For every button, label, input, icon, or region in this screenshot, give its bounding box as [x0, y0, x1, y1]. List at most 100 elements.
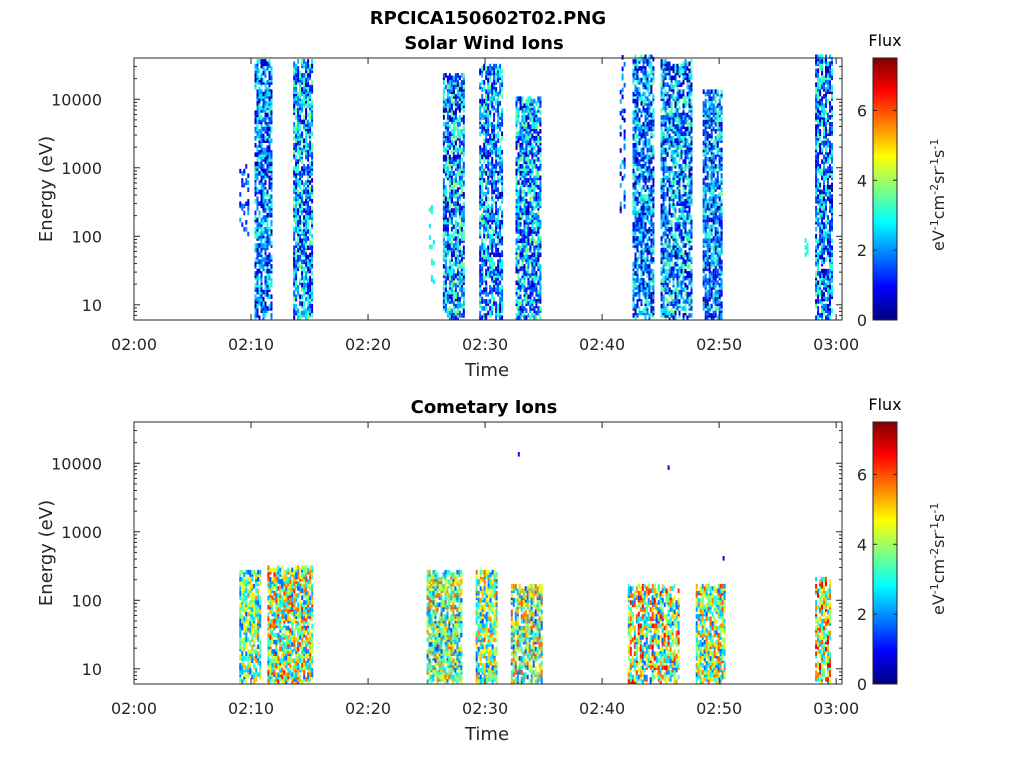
heatmap-cell	[497, 308, 500, 313]
heatmap-cell	[662, 231, 665, 237]
heatmap-cell	[460, 266, 463, 272]
heatmap-cell	[301, 229, 304, 234]
heatmap-cell	[489, 238, 492, 244]
heatmap-cell	[260, 273, 263, 279]
heatmap-cell	[537, 306, 540, 311]
heatmap-cell	[515, 208, 518, 213]
heatmap-cell	[515, 119, 518, 125]
heatmap-cell	[491, 138, 494, 143]
heatmap-cell	[448, 306, 451, 311]
heatmap-cell	[256, 280, 259, 286]
heatmap-cell	[452, 77, 455, 83]
heatmap-cell	[515, 131, 518, 136]
heatmap-cell	[521, 96, 524, 101]
heatmap-cell	[660, 271, 663, 276]
heatmap-cell	[672, 75, 675, 81]
heatmap-cell	[678, 115, 681, 120]
heatmap-cell	[646, 273, 649, 279]
heatmap-cell	[270, 278, 273, 283]
heatmap-cell	[672, 201, 675, 206]
heatmap-cell	[652, 166, 655, 171]
heatmap-cell	[688, 194, 691, 199]
heatmap-cell	[293, 278, 296, 283]
heatmap-cell	[266, 112, 269, 118]
heatmap-cell	[517, 159, 520, 164]
heatmap-cell	[295, 143, 298, 148]
heatmap-cell	[525, 168, 528, 174]
heatmap-cell	[652, 238, 655, 244]
heatmap-cell	[650, 168, 653, 174]
heatmap-cell	[444, 73, 447, 78]
heatmap-cell	[634, 191, 637, 197]
heatmap-cell	[299, 280, 302, 286]
heatmap-cell	[297, 108, 300, 113]
heatmap-cell	[674, 238, 677, 244]
heatmap-cell	[456, 147, 459, 153]
heatmap-cell	[670, 257, 673, 262]
heatmap-cell	[640, 131, 643, 136]
heatmap-cell	[301, 73, 304, 78]
heatmap-cell	[634, 240, 637, 246]
heatmap-cell	[632, 222, 635, 227]
heatmap-cell	[662, 217, 665, 223]
heatmap-cell	[640, 68, 643, 74]
heatmap-cell	[674, 101, 677, 106]
heatmap-cell	[674, 75, 677, 81]
heatmap-cell	[268, 212, 271, 218]
heatmap-cell	[680, 154, 683, 160]
heatmap-cell	[521, 164, 524, 169]
heatmap-cell	[632, 240, 635, 246]
heatmap-cell	[515, 140, 518, 146]
heatmap-cell	[652, 212, 655, 218]
heatmap-cell	[448, 201, 451, 206]
heatmap-cell	[446, 275, 449, 281]
heatmap-cell	[662, 70, 665, 76]
heatmap-cell	[644, 117, 647, 122]
heatmap-cell	[458, 164, 461, 169]
heatmap-cell	[485, 285, 488, 290]
heatmap-cell	[660, 250, 663, 255]
heatmap-cell	[264, 126, 267, 132]
heatmap-cell	[299, 178, 302, 183]
heatmap-cell	[432, 240, 435, 245]
heatmap-cell	[497, 268, 500, 274]
heatmap-cell	[450, 194, 453, 199]
heatmap-cell	[295, 77, 298, 83]
heatmap-cell	[241, 206, 244, 211]
heatmap-cell	[444, 287, 447, 292]
heatmap-cell	[646, 194, 649, 199]
heatmap-cell	[458, 264, 461, 269]
heatmap-cell	[305, 289, 308, 295]
heatmap-cell	[672, 117, 675, 122]
heatmap-cell	[668, 180, 671, 185]
heatmap-cell	[299, 250, 302, 255]
heatmap-cell	[632, 168, 635, 174]
heatmap-cell	[266, 91, 269, 97]
heatmap-cell	[497, 259, 500, 265]
heatmap-cell	[301, 266, 304, 272]
heatmap-cell	[519, 280, 522, 286]
heatmap-cell	[678, 140, 681, 146]
heatmap-cell	[682, 75, 685, 81]
heatmap-cell	[487, 68, 490, 74]
heatmap-cell	[531, 261, 534, 267]
heatmap-cell	[258, 315, 261, 320]
heatmap-cell	[684, 198, 687, 204]
heatmap-cell	[303, 292, 306, 297]
heatmap-cell	[485, 75, 488, 81]
heatmap-cell	[539, 299, 542, 304]
heatmap-cell	[634, 280, 637, 286]
heatmap-cell	[644, 292, 647, 297]
heatmap-cell	[260, 184, 263, 190]
heatmap-cell	[519, 147, 522, 153]
heatmap-cell	[684, 143, 687, 148]
heatmap-cell	[650, 184, 653, 190]
heatmap-cell	[487, 310, 490, 316]
heatmap-cell	[303, 215, 306, 220]
heatmap-cell	[664, 122, 667, 127]
heatmap-cell	[309, 252, 312, 258]
heatmap-cell	[676, 115, 679, 120]
heatmap-cell	[501, 122, 504, 127]
heatmap-cell	[499, 164, 502, 169]
heatmap-cell	[497, 161, 500, 167]
